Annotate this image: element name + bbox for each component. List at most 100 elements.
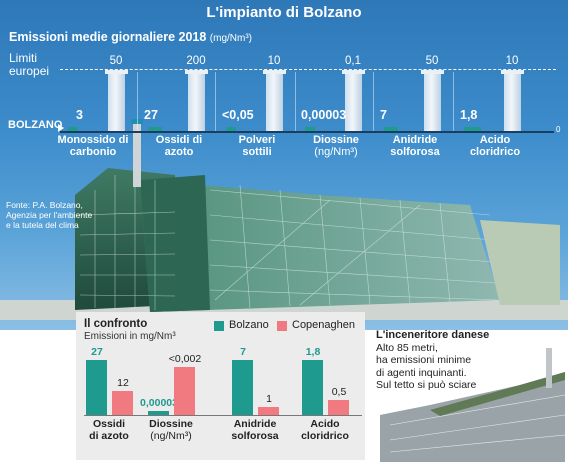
comparison-title: Il confronto [84,318,148,330]
category-label-line: azoto [164,146,194,158]
bolzano-bar [148,127,162,131]
bolzano-bar [86,360,107,415]
category-label-line: di azoto [89,430,129,442]
column-divider [453,72,454,132]
chimney-cap [263,70,286,74]
denmark-line: Alto 85 metri, [376,342,438,354]
bolzano-value: <0,05 [222,108,254,122]
bolzano-bar [464,127,481,131]
legend-swatch-bolzano [214,321,224,331]
bolzano-row-label: BOLZANO [8,119,63,131]
category-label-line: Polveri [238,134,276,146]
category-label-line: Diossine [313,134,359,146]
bolzano-bar [305,127,315,131]
comparison-category-label: Ossidi di azoto [74,418,144,442]
copenhagen-bar [174,367,195,415]
category-label-line: carbonio [69,146,117,158]
source-note: Fonte: P.A. Bolzano, Agenzia per l'ambie… [6,200,93,230]
category-label-line: Anidride [233,418,277,430]
category-label-line: sottili [242,146,272,158]
column-divider [215,72,216,132]
page-title: L'impianto di Bolzano [206,4,362,21]
legend-swatch-copenhagen [277,321,287,331]
category-label-line: Monossido di [57,134,129,146]
bolzano-value: 27 [91,346,103,358]
category-label-line: Diossine [149,418,193,430]
limit-value: 10 [505,55,519,67]
copenhagen-value: 0,5 [331,386,347,398]
denmark-body: Alto 85 metri, ha emissioni minime di ag… [376,342,496,391]
column-divider [137,72,138,132]
subtitle-unit: (mg/Nm³) [209,33,253,44]
limit-value: 10 [267,55,281,67]
copenhagen-value: 1 [266,393,272,405]
bolzano-value: 27 [144,108,158,122]
limit-dashed-line [60,69,556,70]
category-label: Acido cloridrico [450,134,540,158]
category-unit: (ng/Nm³) [150,430,192,442]
limits-label: Limiti europei [9,51,50,78]
arrow-icon [58,124,64,132]
bolzano-value: 0,00003 [301,108,347,122]
axis-zero-label: 0 [556,125,561,134]
limit-chimney-bar [263,70,286,132]
x-axis-line [60,131,554,133]
comparison-category-label: Diossine (ng/Nm³) [136,418,206,442]
category-label: Ossidi di azoto [134,134,224,158]
chimney-cap [185,70,208,74]
category-label: Anidride solforosa [370,134,460,158]
column-divider [295,72,296,132]
comparison-category-label: Anidride solforosa [220,418,290,442]
limit-value: 50 [109,55,123,67]
category-label-line: solforosa [231,430,279,442]
bolzano-value: 1,8 [460,108,478,122]
chimney-cap [105,70,128,74]
limit-value: 0,1 [345,55,361,67]
category-label: Polveri sottili [212,134,302,158]
bolzano-bar [384,127,398,131]
chart-subtitle: Emissioni medie giornaliere 2018 (mg/Nm³… [9,30,252,44]
category-label-line: Acido [310,418,340,430]
limit-value: 50 [425,55,439,67]
bolzano-value: 3 [76,108,83,122]
bolzano-value: 0,00003 [140,397,178,409]
bolzano-value: 7 [240,346,246,358]
category-label-line: cloridrico [469,146,521,158]
category-label-line: Acido [479,134,511,146]
chimney-cap [342,70,365,74]
copenhagen-value: 12 [117,377,129,389]
denmark-line: di agenti inquinanti. [376,366,467,379]
category-label-line: Ossidi [92,418,126,430]
chimney-cap [501,70,524,74]
limit-chimney-bar [342,70,365,132]
category-label-line: Anidride [392,134,438,146]
copenhagen-bar [112,391,133,415]
comparison-subtitle: Emissioni in mg/Nm³ [84,331,176,342]
limit-chimney-bar [105,70,128,132]
bolzano-bar [302,360,323,415]
bolzano-bar [232,360,253,415]
bolzano-bar [68,127,78,131]
limit-value: 200 [186,55,206,67]
denmark-line: ha emissioni minime [376,354,472,367]
copenhagen-bar [328,400,349,415]
category-label: Monossido di carbonio [48,134,138,158]
denmark-title: L'inceneritore danese [376,329,490,341]
subtitle-main: Emissioni medie giornaliere 2018 [9,30,207,44]
category-label-line: solforosa [390,146,440,158]
column-divider [373,72,374,132]
category-label-line: Ossidi di [155,134,203,146]
bolzano-value: 1,8 [305,346,321,358]
legend-label-copenhagen: Copenaghen [292,319,356,331]
category-label-line: cloridrico [301,430,349,442]
bolzano-bar [226,127,236,131]
sky-background [0,0,568,330]
copenhagen-value: <0,002 [168,353,202,365]
limit-chimney-bar [501,70,524,132]
bolzano-bar [148,411,169,415]
chimney-cap [421,70,444,74]
category-label: Diossine (ng/Nm³) [291,134,381,158]
comparison-baseline [84,415,362,416]
denmark-line: Sul tetto si può sciare [376,378,477,391]
